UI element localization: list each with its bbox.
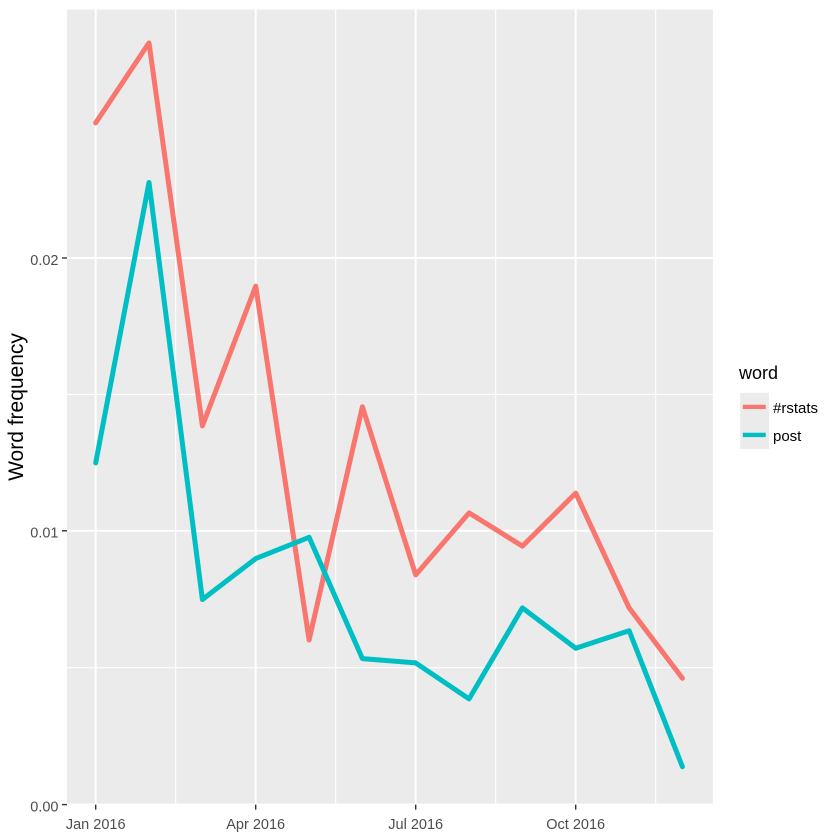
svg-text:0.02: 0.02 xyxy=(30,253,58,269)
svg-text:word: word xyxy=(738,363,778,383)
svg-text:Oct 2016: Oct 2016 xyxy=(546,817,605,833)
svg-text:Apr 2016: Apr 2016 xyxy=(226,817,285,833)
svg-text:Jan 2016: Jan 2016 xyxy=(66,817,126,833)
svg-text:#rstats: #rstats xyxy=(773,400,818,417)
svg-text:Jul 2016: Jul 2016 xyxy=(388,817,443,833)
svg-text:post: post xyxy=(773,428,802,445)
svg-text:0.01: 0.01 xyxy=(30,526,58,542)
svg-text:Word frequency: Word frequency xyxy=(5,333,28,481)
svg-text:0.00: 0.00 xyxy=(30,800,58,816)
